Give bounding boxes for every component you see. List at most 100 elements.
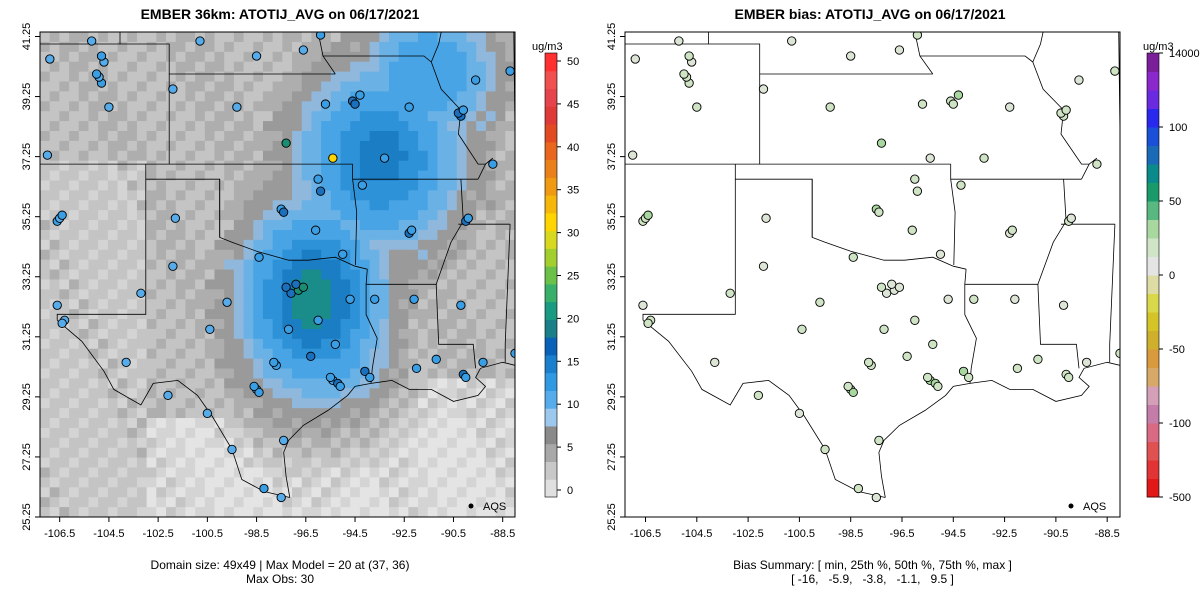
grid-cell bbox=[49, 249, 60, 261]
grid-cell bbox=[185, 111, 196, 122]
grid-cell bbox=[292, 467, 303, 479]
grid-cell bbox=[427, 160, 439, 172]
grid-cell bbox=[292, 269, 303, 281]
grid-cell bbox=[476, 319, 487, 330]
grid-cell bbox=[59, 220, 70, 231]
grid-cell bbox=[505, 259, 515, 271]
grid-cell bbox=[350, 319, 361, 330]
grid-cell bbox=[156, 398, 167, 409]
grid-cell bbox=[340, 388, 351, 399]
grid-cell bbox=[214, 239, 225, 251]
grid-cell bbox=[127, 140, 138, 152]
grid-cell bbox=[175, 170, 187, 182]
right-x-axis: -106.5 -104.5 -102.5 -100.5 -98.5 -96.5 -94.5-… bbox=[630, 517, 1120, 540]
grid-cell bbox=[233, 61, 245, 73]
left-map: -106.5 -104.5 -102.5 -100.5 -98.5 -96.5 -94.5-… bbox=[21, 23, 516, 540]
grid-cell bbox=[49, 160, 60, 172]
grid-cell bbox=[437, 447, 448, 459]
grid-cell bbox=[262, 418, 274, 429]
grid-cell bbox=[427, 41, 439, 53]
grid-cell bbox=[214, 388, 225, 399]
grid-cell bbox=[398, 497, 409, 508]
grid-cell bbox=[127, 269, 138, 281]
grid-cell bbox=[476, 279, 487, 290]
grid-cell bbox=[301, 497, 313, 508]
grid-cell bbox=[292, 32, 303, 43]
grid-cell bbox=[311, 299, 322, 310]
grid-cell bbox=[69, 170, 80, 182]
grid-cell bbox=[301, 101, 313, 112]
grid-cell bbox=[398, 170, 409, 182]
grid-cell bbox=[127, 457, 138, 469]
grid-cell bbox=[243, 368, 254, 380]
grid-cell bbox=[447, 210, 458, 221]
grid-cell bbox=[40, 229, 51, 241]
grid-cell bbox=[185, 91, 196, 102]
grid-cell bbox=[166, 358, 177, 370]
grid-cell bbox=[505, 249, 515, 261]
colorbar-tick-label: 100 bbox=[1169, 122, 1187, 134]
station-marker bbox=[222, 297, 232, 307]
grid-cell bbox=[49, 130, 60, 142]
grid-cell bbox=[398, 249, 409, 261]
grid-cell bbox=[505, 487, 515, 498]
grid-cell bbox=[369, 378, 380, 389]
grid-cell bbox=[78, 368, 90, 380]
grid-cell bbox=[427, 467, 439, 479]
grid-cell bbox=[505, 497, 515, 508]
state-border bbox=[352, 164, 358, 266]
grid-cell bbox=[175, 299, 187, 310]
left-legend-dot bbox=[468, 503, 474, 509]
grid-cell bbox=[321, 229, 332, 241]
colorbar-swatch bbox=[1147, 386, 1159, 405]
grid-cell bbox=[495, 497, 506, 508]
grid-cell bbox=[136, 368, 148, 380]
grid-cell bbox=[398, 289, 409, 300]
grid-cell bbox=[98, 477, 109, 488]
grid-cell bbox=[398, 259, 409, 271]
colorbar-swatch bbox=[1147, 182, 1159, 202]
grid-cell bbox=[214, 140, 225, 152]
grid-cell bbox=[398, 418, 409, 429]
grid-cell bbox=[98, 101, 109, 112]
grid-cell bbox=[185, 447, 196, 459]
grid-cell bbox=[262, 497, 274, 508]
grid-cell bbox=[476, 101, 487, 112]
grid-cell bbox=[379, 51, 390, 63]
grid-cell bbox=[476, 437, 487, 449]
grid-cell bbox=[447, 418, 458, 429]
grid-cell bbox=[233, 229, 245, 241]
grid-cell bbox=[379, 111, 390, 122]
grid-cell bbox=[301, 368, 313, 380]
grid-cell bbox=[40, 239, 51, 251]
grid-cell bbox=[78, 467, 90, 479]
grid-cell bbox=[185, 249, 196, 261]
grid-cell bbox=[476, 200, 487, 211]
grid-cell bbox=[107, 477, 119, 488]
grid-cell bbox=[272, 408, 283, 419]
grid-cell bbox=[40, 111, 51, 122]
grid-cell bbox=[282, 81, 293, 92]
grid-cell bbox=[350, 358, 361, 370]
grid-cell bbox=[447, 437, 458, 449]
grid-cell bbox=[485, 51, 497, 63]
grid-cell bbox=[388, 259, 400, 271]
grid-cell bbox=[359, 190, 371, 201]
grid-cell bbox=[88, 398, 99, 409]
grid-cell bbox=[127, 180, 138, 191]
grid-cell bbox=[88, 368, 99, 380]
grid-cell bbox=[408, 497, 419, 508]
grid-cell bbox=[233, 210, 245, 221]
grid-cell bbox=[272, 487, 283, 498]
grid-cell bbox=[359, 130, 371, 142]
grid-cell bbox=[69, 220, 80, 231]
grid-cell bbox=[49, 140, 60, 152]
grid-cell bbox=[292, 398, 303, 409]
grid-cell bbox=[136, 111, 148, 122]
grid-cell bbox=[262, 408, 274, 419]
grid-cell bbox=[272, 32, 283, 43]
grid-cell bbox=[88, 487, 99, 498]
grid-cell bbox=[408, 378, 419, 389]
grid-cell bbox=[146, 71, 157, 83]
grid-cell bbox=[379, 61, 390, 73]
